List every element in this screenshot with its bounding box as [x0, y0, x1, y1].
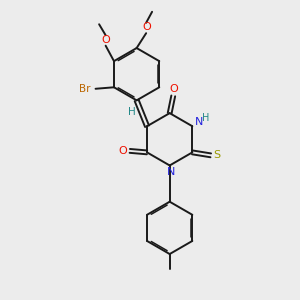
Text: S: S	[214, 150, 221, 160]
Text: N: N	[195, 117, 203, 127]
Text: O: O	[169, 84, 178, 94]
Text: O: O	[101, 35, 110, 45]
Text: Br: Br	[79, 84, 90, 94]
Text: O: O	[142, 22, 151, 32]
Text: O: O	[119, 146, 128, 156]
Text: H: H	[202, 113, 209, 123]
Text: H: H	[128, 107, 135, 117]
Text: N: N	[167, 167, 176, 177]
